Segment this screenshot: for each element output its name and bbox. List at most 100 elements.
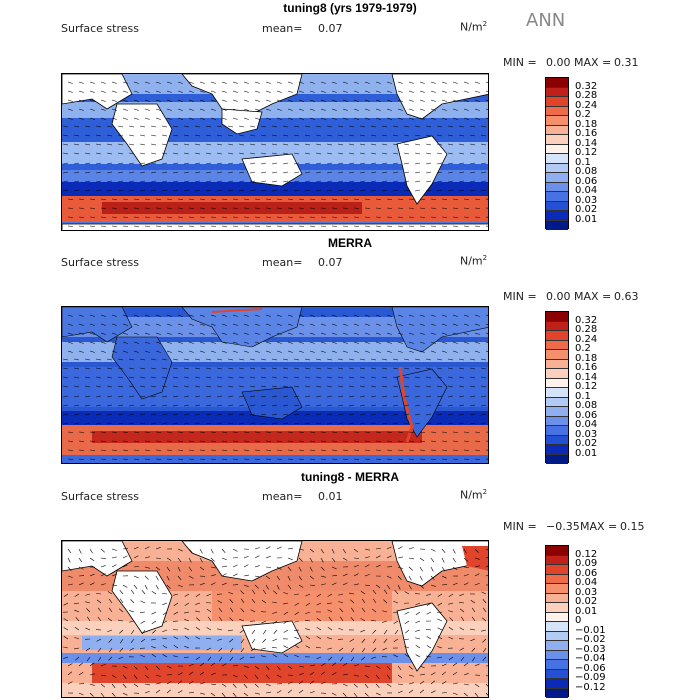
wind-vector bbox=[338, 404, 344, 407]
wind-vector bbox=[239, 404, 245, 407]
wind-vector bbox=[188, 341, 194, 344]
wind-vector bbox=[151, 376, 157, 379]
wind-vector bbox=[129, 180, 135, 183]
wind-vector bbox=[382, 422, 388, 425]
wind-vector bbox=[331, 81, 337, 84]
wind-vector bbox=[338, 189, 344, 192]
wind-vector bbox=[470, 385, 476, 388]
wind-vector bbox=[85, 143, 91, 146]
wind-vector bbox=[394, 590, 399, 595]
wind-vector bbox=[232, 350, 238, 353]
wind-vector bbox=[261, 189, 267, 192]
wind-vector bbox=[140, 189, 146, 192]
wind-vector bbox=[320, 566, 325, 571]
wind-vector bbox=[122, 314, 128, 317]
wind-vector bbox=[188, 557, 192, 563]
wind-vector bbox=[452, 341, 458, 344]
wind-vector bbox=[437, 618, 443, 622]
wind-vector bbox=[173, 143, 179, 146]
wind-vector bbox=[265, 81, 271, 84]
colorbar-tick-label: −0.03 bbox=[575, 643, 606, 655]
wind-vector bbox=[481, 422, 487, 425]
panel2-max-value: 0.63 bbox=[614, 290, 639, 303]
wind-vector bbox=[140, 358, 146, 361]
wind-vector bbox=[415, 189, 421, 192]
wind-vector bbox=[382, 358, 388, 361]
wind-vector bbox=[74, 189, 80, 192]
wind-vector bbox=[316, 636, 322, 640]
wind-vector bbox=[360, 385, 366, 388]
wind-vector bbox=[404, 413, 410, 416]
wind-vector bbox=[482, 656, 487, 661]
wind-vector bbox=[316, 125, 322, 128]
wind-vector bbox=[305, 611, 311, 615]
wind-vector bbox=[272, 189, 278, 192]
wind-vector bbox=[232, 573, 238, 577]
wind-vector bbox=[298, 689, 304, 694]
wind-vector bbox=[265, 99, 271, 102]
wind-vector bbox=[353, 564, 359, 568]
wind-vector bbox=[166, 117, 172, 120]
wind-vector bbox=[459, 367, 465, 370]
wind-vector bbox=[294, 152, 300, 155]
wind-vector bbox=[188, 671, 194, 676]
wind-vector bbox=[338, 647, 344, 652]
wind-vector bbox=[118, 358, 124, 361]
wind-vector bbox=[133, 575, 139, 579]
wind-vector bbox=[250, 189, 256, 192]
wind-vector bbox=[122, 323, 128, 326]
wind-vector bbox=[162, 395, 168, 398]
wind-vector bbox=[272, 601, 278, 604]
wind-vector bbox=[408, 314, 414, 317]
wind-vector bbox=[353, 683, 358, 688]
wind-vector bbox=[309, 680, 315, 685]
wind-vector bbox=[371, 656, 377, 659]
wind-vector bbox=[96, 189, 102, 192]
wind-vector bbox=[210, 574, 216, 577]
wind-vector bbox=[364, 314, 370, 317]
wind-vector bbox=[67, 90, 73, 93]
wind-vector bbox=[364, 117, 370, 120]
wind-vector bbox=[382, 610, 388, 613]
wind-vector bbox=[342, 90, 348, 93]
wind-vector bbox=[459, 385, 465, 388]
wind-vector bbox=[474, 683, 480, 688]
wind-vector bbox=[404, 171, 410, 174]
wind-vector bbox=[459, 152, 465, 155]
wind-vector bbox=[375, 692, 381, 696]
wind-vector bbox=[371, 152, 377, 155]
wind-vector bbox=[89, 90, 95, 93]
wind-vector bbox=[294, 620, 300, 623]
wind-vector bbox=[320, 350, 326, 353]
wind-vector bbox=[298, 575, 302, 581]
colorbar-tick-label: 0.08 bbox=[575, 400, 598, 411]
wind-vector bbox=[485, 90, 488, 92]
wind-vector bbox=[474, 548, 479, 553]
wind-vector bbox=[120, 598, 124, 604]
wind-vector bbox=[151, 611, 157, 615]
wind-vector bbox=[188, 680, 194, 685]
wind-vector bbox=[96, 162, 102, 165]
wind-vector bbox=[140, 404, 146, 407]
wind-vector bbox=[96, 593, 102, 595]
wind-vector bbox=[426, 152, 432, 155]
wind-vector bbox=[107, 404, 113, 407]
wind-vector bbox=[122, 683, 127, 688]
wind-vector bbox=[217, 125, 223, 128]
wind-vector bbox=[287, 547, 293, 550]
wind-vector bbox=[210, 108, 216, 111]
wind-vector bbox=[166, 557, 172, 561]
wind-vector bbox=[471, 616, 476, 622]
wind-vector bbox=[441, 117, 447, 120]
wind-vector bbox=[206, 367, 212, 370]
wind-vector bbox=[96, 358, 102, 361]
wind-vector bbox=[459, 180, 465, 183]
wind-vector bbox=[100, 573, 106, 577]
wind-vector bbox=[118, 413, 124, 416]
wind-vector bbox=[474, 663, 480, 667]
wind-vector bbox=[426, 404, 432, 407]
wind-vector bbox=[262, 589, 267, 595]
wind-vector bbox=[74, 152, 80, 155]
wind-vector bbox=[316, 367, 322, 370]
wind-vector bbox=[133, 665, 138, 670]
